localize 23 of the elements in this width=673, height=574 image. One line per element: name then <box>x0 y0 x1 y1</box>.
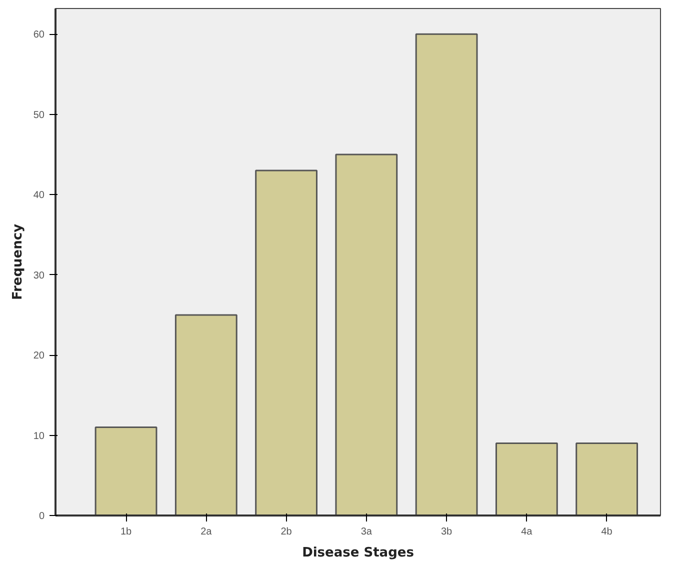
y-tick-label: 30 <box>33 270 45 282</box>
y-tick-label: 50 <box>33 110 45 121</box>
x-axis-title: Disease Stages <box>302 546 414 560</box>
bar <box>94 426 158 516</box>
y-tick-label: 60 <box>33 30 45 41</box>
x-tick-label: 4a <box>521 526 533 538</box>
bar <box>335 154 398 516</box>
x-tick-label: 2b <box>280 526 292 538</box>
x-tick-label: 3b <box>440 526 453 538</box>
bar <box>495 442 558 516</box>
bar <box>255 170 318 516</box>
x-tick-label: 2a <box>200 526 212 538</box>
y-tick-label: 10 <box>33 430 45 442</box>
bar <box>415 33 478 516</box>
bar <box>174 314 238 516</box>
y-axis-title: Frequency <box>10 223 26 300</box>
bar <box>576 442 638 516</box>
x-tick-label: 3a <box>360 526 372 538</box>
y-tick-label: 40 <box>33 190 45 202</box>
x-tick-label: 4b <box>601 526 613 538</box>
y-tick-label: 20 <box>33 350 45 362</box>
y-tick-label: 0 <box>38 511 45 522</box>
x-tick-label: 1b <box>120 526 132 538</box>
